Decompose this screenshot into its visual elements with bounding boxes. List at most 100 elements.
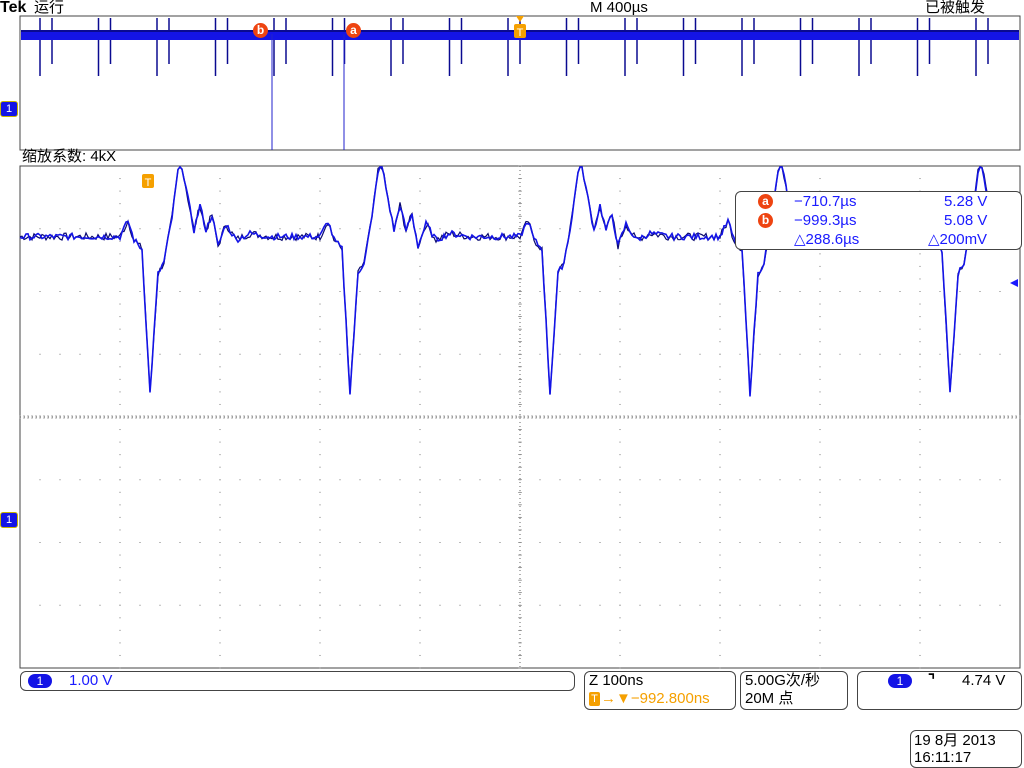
grid-dot xyxy=(559,479,561,481)
datetime-readout: 19 8月 2013 16:11:17 xyxy=(910,730,1022,768)
grid-dot xyxy=(619,466,621,468)
grid-dot xyxy=(819,592,821,594)
grid-dot xyxy=(319,642,321,644)
channel-1-readout[interactable]: 1 1.00 V xyxy=(20,671,575,691)
grid-dot xyxy=(259,479,261,481)
grid-dot xyxy=(259,542,261,543)
cursor-a-marker[interactable]: a xyxy=(346,23,361,38)
grid-dot xyxy=(239,228,241,230)
trigger-marker-icon[interactable] xyxy=(514,24,526,38)
grid-dot xyxy=(759,542,761,543)
grid-dot xyxy=(619,567,621,569)
grid-dot xyxy=(419,303,421,305)
zoom-timebase-readout[interactable]: Z 100ns T →▼−992.800ns xyxy=(584,671,736,710)
grid-dot xyxy=(319,278,321,280)
cursor-b-volt: 5.08 V xyxy=(944,212,988,229)
grid-dot xyxy=(399,291,401,292)
grid-dot xyxy=(399,228,401,230)
grid-dot xyxy=(59,604,61,606)
grid-dot xyxy=(919,529,921,531)
grid-dot xyxy=(319,504,321,506)
grid-dot xyxy=(719,278,721,280)
grid-dot xyxy=(359,479,361,481)
grid-dot xyxy=(959,291,961,292)
grid-dot xyxy=(819,529,821,531)
grid-dot xyxy=(619,604,621,606)
falling-edge-icon: ⌝ xyxy=(928,672,936,689)
grid-dot xyxy=(799,353,801,355)
grid-dot xyxy=(119,479,121,481)
grid-dot xyxy=(919,504,921,506)
grid-dot xyxy=(719,667,721,669)
grid-dot xyxy=(539,353,541,355)
grid-dot xyxy=(939,604,941,606)
grid-dot xyxy=(839,542,841,543)
grid-dot xyxy=(79,604,81,606)
grid-dot xyxy=(419,629,421,631)
grid-dot xyxy=(319,516,321,518)
grid-dot xyxy=(719,441,721,443)
grid-dot xyxy=(399,479,401,481)
grid-dot xyxy=(539,228,541,230)
grid-dot xyxy=(719,353,721,355)
grid-dot xyxy=(399,542,401,543)
grid-dot xyxy=(719,391,721,393)
grid-dot xyxy=(419,366,421,368)
grid-dot xyxy=(499,228,501,230)
grid-dot xyxy=(599,479,601,481)
grid-dot xyxy=(119,554,121,556)
grid-dot xyxy=(379,228,381,230)
grid-dot xyxy=(839,291,841,292)
cursor-b-marker[interactable]: b xyxy=(253,23,268,38)
grid-dot xyxy=(619,366,621,368)
overview-channel-1-marker[interactable]: 1 xyxy=(0,101,18,117)
grid-dot xyxy=(119,654,121,656)
grid-dot xyxy=(819,504,821,506)
grid-dot xyxy=(419,554,421,556)
grid-dot xyxy=(379,604,381,606)
grid-dot xyxy=(939,353,941,355)
grid-dot xyxy=(319,654,321,656)
delta-volt: △200mV xyxy=(928,231,988,248)
grid-dot xyxy=(919,378,921,380)
grid-dot xyxy=(819,253,821,255)
record-length: 20M 点 xyxy=(745,690,794,707)
grid-dot xyxy=(999,353,1001,355)
grid-dot xyxy=(739,479,741,481)
grid-dot xyxy=(819,403,821,405)
grid-dot xyxy=(79,291,81,292)
grid-dot xyxy=(719,215,721,217)
grid-dot xyxy=(399,604,401,606)
grid-dot xyxy=(259,604,261,606)
trigger-level: 4.74 V xyxy=(962,672,1006,689)
grid-dot xyxy=(359,228,361,230)
record-overview[interactable]: T xyxy=(0,14,1024,154)
channel-1-ground-marker[interactable]: 1 xyxy=(0,512,18,528)
grid-dot xyxy=(119,567,121,569)
trigger-readout[interactable]: 1 ⌝ 4.74 V xyxy=(857,671,1022,710)
grid-dot xyxy=(919,178,921,180)
trigger-level-arrow-icon[interactable] xyxy=(1010,279,1018,287)
grid-dot xyxy=(919,592,921,594)
grid-dot xyxy=(879,291,881,292)
grid-dot xyxy=(599,353,601,355)
zoom-trigger-marker-icon[interactable] xyxy=(142,174,154,188)
timebase-readout[interactable]: M 400µs xyxy=(590,0,648,16)
grid-dot xyxy=(719,642,721,644)
acquisition-readout[interactable]: 5.00G次/秒 20M 点 xyxy=(740,671,848,710)
grid-dot xyxy=(339,291,341,292)
grid-dot xyxy=(159,604,161,606)
waveform-display[interactable]: T xyxy=(0,0,1024,680)
grid-dot xyxy=(719,479,721,481)
grid-dot xyxy=(439,479,441,481)
grid-dot xyxy=(339,353,341,355)
grid-dot xyxy=(819,567,821,569)
grid-dot xyxy=(659,228,661,230)
grid-dot xyxy=(599,291,601,292)
grid-dot xyxy=(719,291,721,292)
grid-dot xyxy=(659,542,661,543)
grid-dot xyxy=(299,542,301,543)
grid-dot xyxy=(219,667,221,669)
grid-dot xyxy=(459,228,461,230)
grid-dot xyxy=(319,554,321,556)
